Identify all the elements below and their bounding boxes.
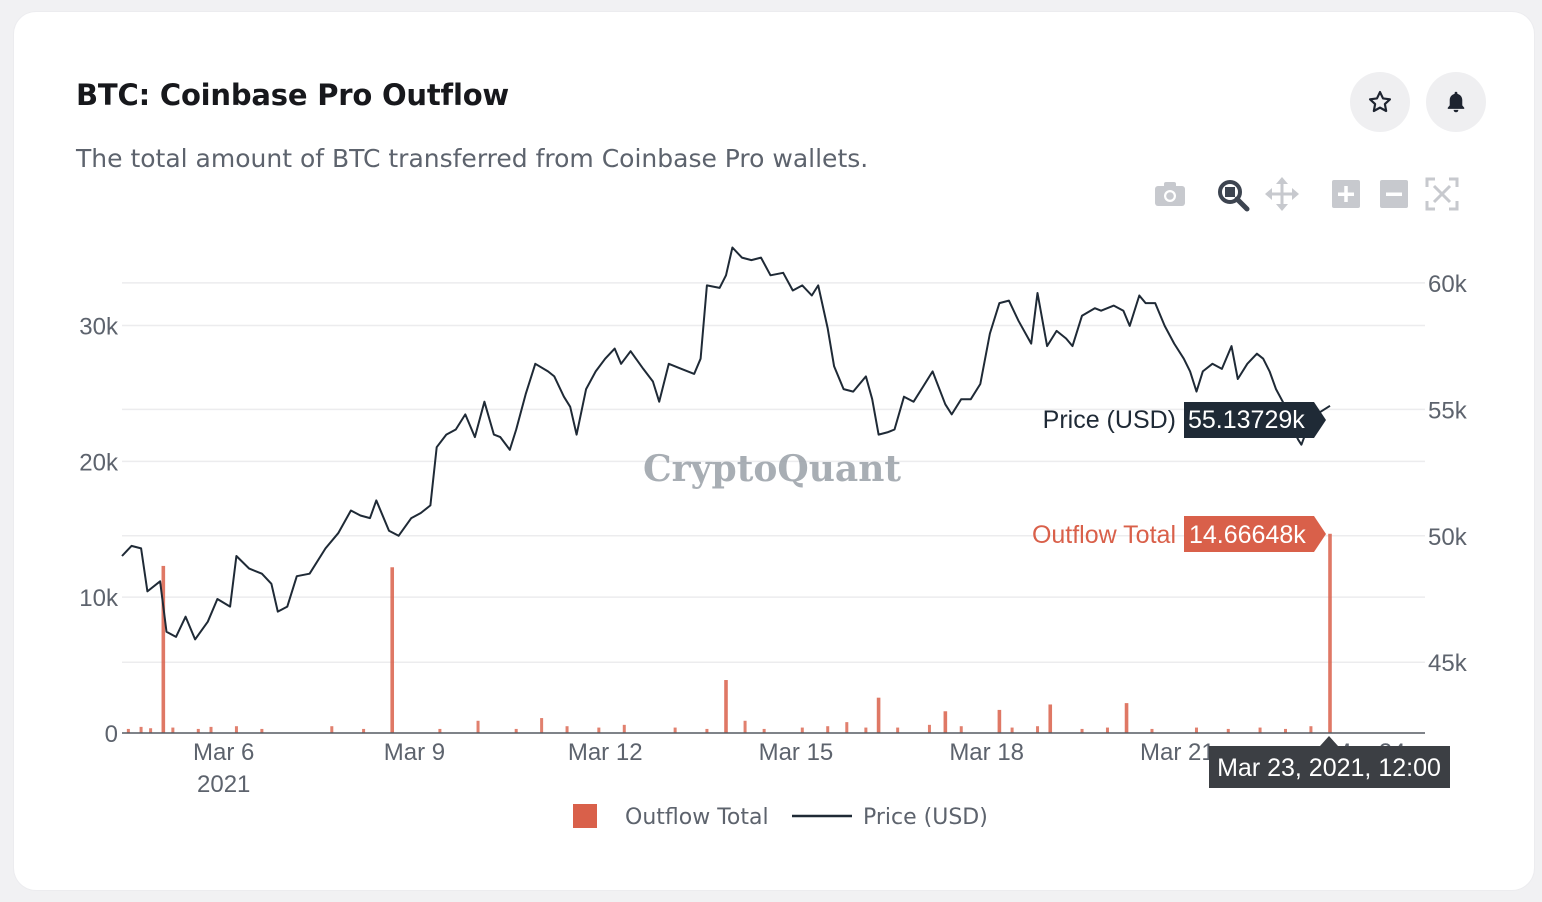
outflow-bar-spike: [390, 567, 395, 733]
outflow-bar: [126, 728, 130, 733]
outflow-bar: [1150, 728, 1154, 733]
x-tick-label: Mar 12: [568, 739, 643, 766]
outflow-bar: [1105, 727, 1109, 733]
outflow-bar: [673, 727, 677, 733]
x-tick-label: Mar 15: [759, 739, 834, 766]
outflow-bar: [743, 720, 747, 733]
camera-icon[interactable]: [1152, 176, 1188, 212]
x-tick-label: Mar 9: [384, 739, 445, 766]
outflow-bar: [1258, 727, 1262, 733]
outflow-bar: [1036, 726, 1040, 733]
x-tick-label: Mar 6: [193, 739, 254, 766]
y-right-tick-label: 60k: [1428, 271, 1468, 298]
outflow-bar: [1080, 728, 1084, 733]
outflow-hover-value: 14.66648k: [1189, 521, 1306, 549]
outflow-bar: [927, 724, 931, 733]
pan-icon[interactable]: [1264, 176, 1300, 212]
outflow-bar-spike: [943, 711, 948, 733]
y-right-tick-label: 55k: [1428, 397, 1468, 424]
price-line: [121, 246, 1331, 641]
legend-label-outflow: Outflow Total: [625, 805, 769, 830]
x-tick-label: Mar 18: [949, 739, 1024, 766]
outflow-bar: [514, 728, 518, 733]
outflow-bar: [565, 726, 569, 733]
chart-title: BTC: Coinbase Pro Outflow: [76, 78, 510, 112]
outflow-hover-label: Outflow Total 14.66648k: [1032, 516, 1326, 552]
outflow-bar: [196, 728, 200, 733]
outflow-bar: [896, 727, 900, 733]
x-tick-label: Mar 21: [1140, 739, 1215, 766]
outflow-bar-spike: [1124, 703, 1129, 733]
outflow-bar: [476, 720, 480, 733]
outflow-bar: [800, 727, 804, 733]
legend-label-price: Price (USD): [863, 805, 988, 830]
legend-item-price[interactable]: Price (USD): [792, 805, 988, 830]
outflow-bar-spike: [997, 709, 1002, 733]
outflow-bar-spike: [724, 680, 728, 733]
outflow-bar: [864, 727, 868, 733]
x-tick-sublabel: 2021: [197, 771, 250, 798]
outflow-bar: [260, 728, 264, 733]
legend: Outflow Total Price (USD): [573, 804, 988, 830]
outflow-bar: [171, 727, 175, 733]
y-right-tick-label: 50k: [1428, 524, 1468, 551]
outflow-hover-name: Outflow Total: [1032, 521, 1176, 549]
legend-swatch-outflow: [573, 804, 597, 828]
outflow-bar: [1010, 727, 1014, 733]
outflow-bar: [705, 728, 709, 733]
outflow-bar: [622, 724, 626, 733]
outflow-bar: [826, 726, 830, 733]
outflow-bar: [1309, 726, 1313, 733]
outflow-bar: [438, 728, 442, 733]
price-hover-label: Price (USD) 55.13729k: [1043, 402, 1326, 438]
star-icon: [1368, 90, 1392, 113]
chart-description: The total amount of BTC transferred from…: [76, 144, 869, 173]
outflow-bar-spike: [1048, 704, 1053, 733]
y-left-tick-label: 20k: [79, 449, 119, 476]
y-left-tick-label: 30k: [79, 313, 119, 340]
favorite-button[interactable]: [1350, 72, 1410, 132]
date-hover-value: Mar 23, 2021, 12:00: [1217, 754, 1441, 782]
outflow-bar: [209, 726, 213, 733]
outflow-bar: [1283, 728, 1287, 733]
outflow-bar: [139, 726, 143, 733]
price-hover-name: Price (USD): [1043, 406, 1176, 434]
outflow-bar: [362, 728, 366, 733]
outflow-bar: [540, 718, 544, 733]
zoom-icon[interactable]: [1214, 176, 1252, 214]
outflow-bar: [1226, 728, 1230, 733]
zoom-in-icon[interactable]: [1330, 176, 1362, 212]
outflow-bar: [597, 727, 601, 733]
outflow-bar-spike: [876, 697, 881, 733]
y-right-tick-label: 45k: [1428, 650, 1468, 677]
outflow-bar: [149, 728, 153, 733]
outflow-bar: [959, 726, 963, 733]
chart-card: BTC: Coinbase Pro Outflow The total amou…: [14, 12, 1534, 890]
price-hover-box: [1184, 402, 1326, 438]
price-hover-value: 55.13729k: [1188, 406, 1305, 434]
bell-icon: [1447, 91, 1465, 113]
autoscale-icon[interactable]: [1424, 176, 1460, 212]
alert-button[interactable]: [1426, 72, 1486, 132]
outflow-hover-box: [1184, 516, 1326, 552]
outflow-bar: [762, 728, 766, 733]
watermark-logo: CryptoQuant: [643, 448, 901, 490]
date-hover-label: Mar 23, 2021, 12:00: [1209, 736, 1450, 788]
outflow-bar: [330, 726, 334, 733]
outflow-bar-spike: [161, 565, 166, 733]
legend-item-outflow[interactable]: Outflow Total: [573, 804, 769, 830]
outflow-bar: [845, 722, 849, 733]
zoom-out-icon[interactable]: [1378, 176, 1410, 212]
price-line-group: [121, 246, 1331, 641]
outflow-bar-spike: [1328, 533, 1332, 733]
y-left-tick-label: 10k: [79, 585, 119, 612]
outflow-bar: [234, 726, 238, 733]
y-left-tick-label: 0: [105, 721, 118, 748]
date-hover-box: [1209, 736, 1450, 788]
outflow-bars: [126, 533, 1332, 733]
outflow-bar: [1194, 727, 1198, 733]
